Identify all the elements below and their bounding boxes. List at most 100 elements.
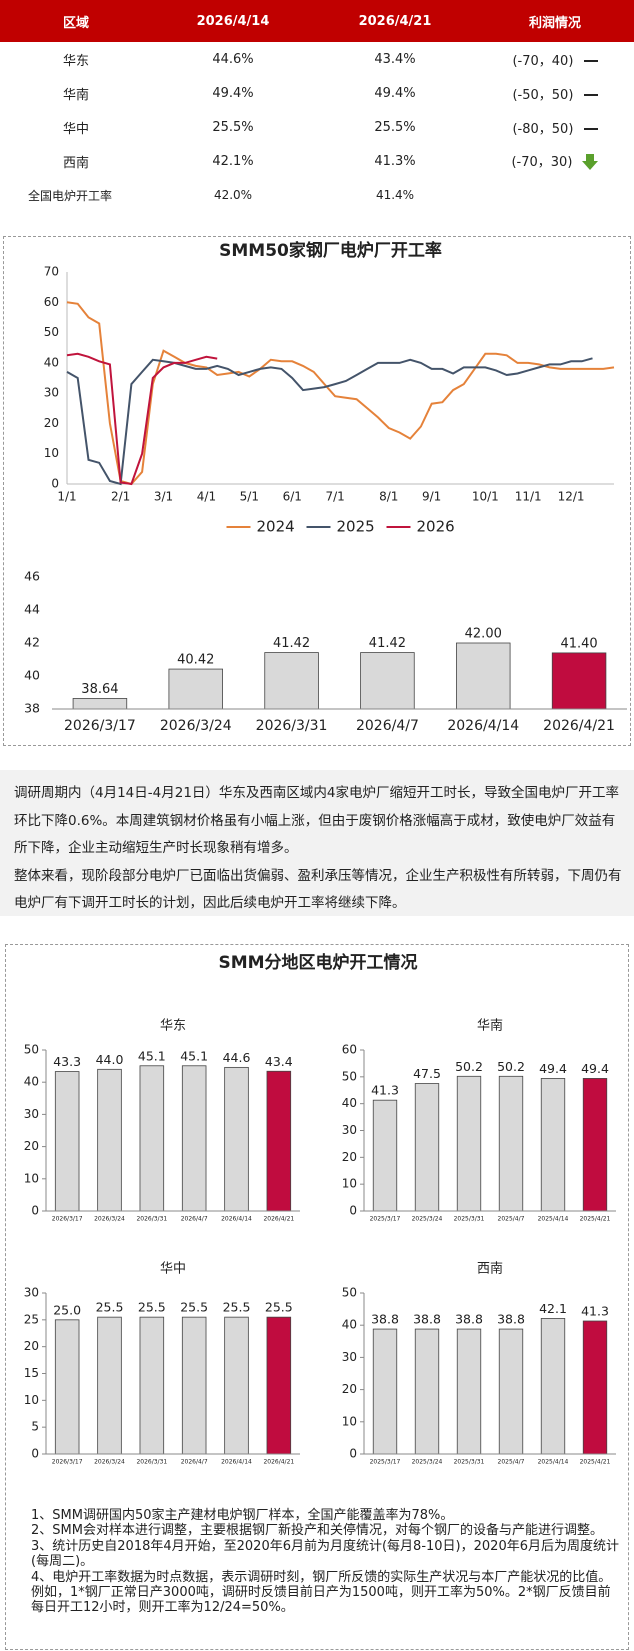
x-tick-label: 2026/3/24	[160, 718, 232, 734]
y-tick-label: 10	[342, 1414, 357, 1428]
y-tick-label: 30	[24, 1107, 39, 1121]
x-tick-label: 2025/3/17	[370, 1459, 401, 1466]
value-label: 44.0	[96, 1052, 124, 1067]
x-tick-label: 2025/3/31	[454, 1459, 485, 1466]
x-tick-label: 2026/4/14	[221, 1216, 252, 1223]
value-label: 45.1	[138, 1048, 166, 1063]
value-label: 42.00	[465, 627, 502, 642]
x-tick-label: 2026/4/7	[181, 1216, 208, 1223]
bar	[54, 1319, 80, 1455]
x-tick-label: 8/1	[379, 490, 398, 504]
bar	[414, 1328, 440, 1455]
x-tick-label: 2025/4/21	[580, 1459, 611, 1466]
value-label: 38.8	[497, 1312, 525, 1327]
y-tick-label: 0	[31, 1204, 39, 1218]
x-tick-label: 2026/3/17	[64, 718, 136, 734]
bar	[264, 652, 319, 710]
x-tick-label: 2026/3/31	[256, 718, 328, 734]
chart-title: 华中	[160, 1262, 186, 1277]
y-tick-label: 20	[24, 1139, 39, 1153]
x-tick-label: 1/1	[57, 490, 76, 504]
value-label: 25.5	[265, 1300, 293, 1315]
value-label: 40.42	[177, 653, 214, 668]
bar	[540, 1318, 566, 1455]
cell: 41.4%	[375, 188, 415, 202]
bar	[551, 652, 607, 710]
value-label: 41.3	[371, 1083, 399, 1098]
y-tick-label: 46	[24, 569, 40, 584]
value-label: 50.2	[455, 1059, 483, 1074]
x-tick-label: 9/1	[422, 490, 441, 504]
bar	[139, 1065, 165, 1212]
chart-title: 西南	[477, 1261, 503, 1277]
x-tick-label: 2026/3/17	[52, 1216, 83, 1223]
series-line	[66, 357, 593, 486]
cell: (-80，50)	[476, 110, 634, 144]
x-tick-label: 2025/3/24	[412, 1459, 443, 1466]
x-tick-label: 2025/4/21	[580, 1216, 611, 1223]
chart: SMM50家钢厂电炉厂开工率 0 10 20 30 40 50 60 70 1/1 2/1 3/1 4/…	[24, 240, 627, 734]
note: 2、SMM会对样本进行调整，主要根据钢厂新投产和关停情况，对每个钢厂的设备与产能…	[31, 1523, 603, 1539]
legend-label: 2024	[257, 518, 295, 536]
value-label: 43.3	[53, 1054, 81, 1069]
cell: 西南	[62, 155, 89, 171]
header-cell: 2026/4/21	[314, 0, 476, 42]
value-label: 50.2	[497, 1059, 525, 1074]
y-tick-label: 44	[24, 602, 40, 617]
region-box: SMM分地区电炉开工情况 华东 0 10 20 30 40 50 43.3 2026/3/17 4…	[5, 944, 629, 1650]
y-tick-label: 70	[44, 265, 59, 279]
bar	[456, 1075, 482, 1212]
cell: 42.1%	[212, 153, 254, 169]
x-tick-label: 2025/4/7	[498, 1459, 525, 1466]
value-label: 38.8	[455, 1312, 483, 1327]
x-tick-label: 2026/4/7	[181, 1459, 208, 1466]
y-tick-label: 25	[24, 1312, 39, 1326]
y-tick-label: 40	[24, 668, 40, 683]
value-label: 42.1	[539, 1301, 567, 1316]
profit: (-80，50)	[512, 121, 574, 137]
bar	[181, 1316, 207, 1455]
bar	[372, 1328, 398, 1455]
y-tick-label: 0	[349, 1204, 357, 1218]
y-tick-label: 50	[44, 325, 59, 339]
y-tick-label: 50	[24, 1043, 39, 1057]
bar	[97, 1068, 122, 1212]
value-label: 38.64	[81, 682, 118, 697]
y-tick-label: 15	[24, 1366, 39, 1380]
y-tick-label: 30	[44, 386, 59, 400]
x-tick-label: 2025/3/31	[454, 1216, 485, 1223]
header-row: 区域 2026/4/14 2026/4/21 利润情况	[0, 0, 634, 42]
x-tick-label: 2/1	[111, 490, 130, 504]
x-tick-label: 2025/3/17	[370, 1216, 401, 1223]
bar	[582, 1320, 608, 1455]
x-tick-label: 2025/4/14	[538, 1216, 569, 1223]
x-tick-label: 2025/3/24	[412, 1216, 443, 1223]
header-cell: 区域	[0, 0, 152, 42]
y-tick-label: 30	[24, 1286, 39, 1300]
x-tick-label: 2026/4/14	[221, 1459, 252, 1466]
x-tick-label: 2026/3/17	[52, 1459, 83, 1466]
row: 西南 42.1% 41.3% (-70，30)	[0, 144, 634, 178]
profit: (-70，30)	[511, 154, 573, 170]
row: 华南 49.4% 49.4% (-50，50)	[0, 76, 634, 110]
row: 华中 25.5% 25.5% (-80，50)	[0, 110, 634, 144]
y-tick-label: 50	[342, 1286, 357, 1300]
note: 1、SMM调研国内50家主产建材电炉钢厂样本，全国产能覆盖率为78%。	[31, 1508, 454, 1523]
section-title: SMM分地区电炉开工情况	[218, 952, 417, 973]
y-tick-label: 0	[51, 477, 59, 491]
y-tick-label: 42	[24, 635, 40, 650]
bar	[266, 1070, 292, 1212]
value-label: 45.1	[180, 1048, 208, 1063]
y-tick-label: 60	[44, 295, 59, 309]
x-tick-label: 2026/4/21	[263, 1216, 294, 1223]
x-tick-label: 11/1	[515, 490, 542, 504]
y-tick-label: 20	[44, 416, 59, 430]
down-arrow-icon	[581, 154, 598, 171]
y-tick-label: 10	[342, 1177, 357, 1191]
value-label: 38.8	[371, 1312, 399, 1327]
cell: 43.4%	[374, 51, 416, 67]
cell: (-50，50)	[476, 76, 634, 110]
bar	[224, 1066, 249, 1212]
y-tick-label: 20	[342, 1382, 357, 1396]
y-tick-label: 10	[44, 446, 59, 460]
